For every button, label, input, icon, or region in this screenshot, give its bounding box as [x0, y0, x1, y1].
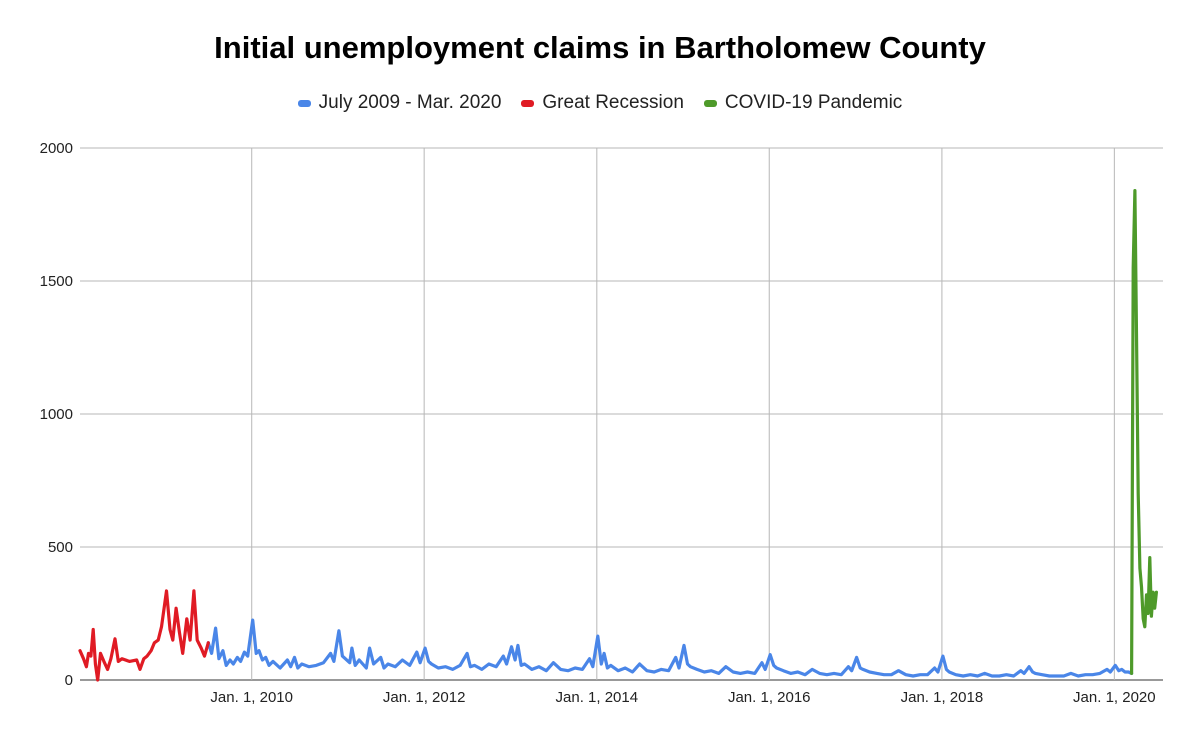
- x-tick-label: Jan. 1, 2020: [1073, 689, 1156, 706]
- x-tick-label: Jan. 1, 2014: [556, 689, 639, 706]
- y-tick-label: 1500: [40, 273, 73, 290]
- legend-swatch-green: [703, 99, 717, 107]
- x-tick-label: Jan. 1, 2010: [210, 689, 293, 706]
- tick-labels: 0 500 1000 1500 2000 Jan. 1, 2010 Jan. 1, 2012…: [40, 140, 1156, 706]
- series-line-blue[interactable]: [206, 618, 1134, 678]
- chart-title: Initial unemployment claims in Bartholom…: [214, 30, 986, 65]
- chart-legend: July 2009 - Mar. 2020 Great Recession CO…: [0, 92, 1200, 114]
- legend-label-blue: July 2009 - Mar. 2020: [318, 92, 502, 113]
- legend-swatch-red: [521, 99, 535, 107]
- legend-item-red[interactable]: Great Recession: [521, 92, 684, 114]
- x-tick-label: Jan. 1, 2016: [728, 689, 811, 706]
- y-tick-label: 500: [48, 539, 73, 556]
- legend-item-green[interactable]: COVID-19 Pandemic: [703, 92, 903, 114]
- y-tick-label: 2000: [40, 140, 73, 157]
- series-line-green[interactable]: [1130, 189, 1158, 675]
- legend-label-green: COVID-19 Pandemic: [724, 92, 903, 113]
- series-line-red[interactable]: [78, 589, 210, 682]
- x-tick-label: Jan. 1, 2018: [901, 689, 984, 706]
- legend-swatch-blue: [297, 99, 311, 107]
- legend-item-blue[interactable]: July 2009 - Mar. 2020: [297, 92, 502, 114]
- legend-label-red: Great Recession: [542, 92, 684, 113]
- y-tick-label: 0: [65, 672, 73, 689]
- y-tick-label: 1000: [40, 406, 73, 423]
- series-layer: [78, 189, 1158, 682]
- x-tick-label: Jan. 1, 2012: [383, 689, 466, 706]
- grid-lines: [80, 147, 1163, 681]
